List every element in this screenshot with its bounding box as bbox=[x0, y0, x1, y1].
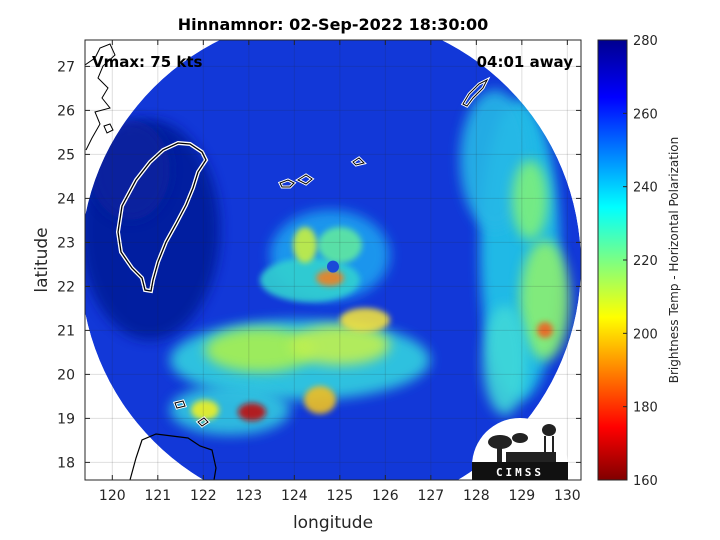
y-tick-label: 18 bbox=[57, 455, 75, 471]
colorbar-label: Brightness Temp - Horizontal Polarizatio… bbox=[667, 137, 681, 384]
taiwan-coastline-inner bbox=[117, 142, 207, 292]
cimss-logo: CIMSS bbox=[472, 418, 568, 480]
mainland-coastline bbox=[85, 43, 116, 151]
colorbar-gradient bbox=[597, 39, 628, 481]
logo-dish-stand-1 bbox=[497, 446, 502, 462]
logo-water-tower bbox=[542, 424, 556, 436]
island-miyako-inner bbox=[352, 157, 365, 166]
x-tick-label: 126 bbox=[372, 488, 399, 504]
logo-satellite-dish-2 bbox=[512, 433, 528, 443]
luzon-coastline bbox=[129, 433, 217, 480]
rainband-blob bbox=[304, 386, 336, 414]
x-tick-label: 120 bbox=[99, 488, 126, 504]
time-away-annotation: 04:01 away bbox=[477, 53, 574, 71]
island-babuyan-inner bbox=[197, 417, 209, 427]
rainband-blob bbox=[318, 227, 362, 263]
y-tick-label: 22 bbox=[57, 279, 75, 295]
y-tick-label: 26 bbox=[57, 103, 75, 119]
chart-title: Hinnamnor: 02-Sep-2022 18:30:00 bbox=[178, 15, 488, 34]
vmax-annotation: Vmax: 75 kts bbox=[92, 53, 202, 71]
rainband-blob bbox=[260, 258, 360, 302]
rainband-features bbox=[85, 90, 570, 463]
x-tick-label: 123 bbox=[235, 488, 262, 504]
x-tick-label: 130 bbox=[554, 488, 581, 504]
y-tick-label: 19 bbox=[57, 411, 75, 427]
y-axis-title: latitude bbox=[32, 227, 52, 292]
x-tick-label: 128 bbox=[463, 488, 490, 504]
x-axis-title: longitude bbox=[293, 513, 373, 533]
rainband-blob bbox=[340, 308, 390, 332]
y-tick-label: 20 bbox=[57, 367, 75, 383]
y-tick-label: 25 bbox=[57, 147, 75, 163]
island-yaeyama-2-inner bbox=[296, 174, 313, 185]
y-tick-label: 23 bbox=[57, 235, 75, 251]
rainband-blob bbox=[483, 305, 527, 415]
logo-tower-leg-1 bbox=[544, 436, 546, 462]
y-axis-ticks: 18 19 20 21 22 23 24 25 26 27 bbox=[57, 59, 581, 471]
colorbar-ticks: 280 260 240 220 200 180 160 bbox=[623, 34, 658, 489]
logo-band bbox=[472, 462, 568, 480]
colorbar-tick-label: 240 bbox=[633, 181, 658, 196]
rainband-blob bbox=[512, 160, 548, 240]
y-tick-label: 24 bbox=[57, 191, 75, 207]
colorbar-tick-label: 200 bbox=[633, 327, 658, 342]
rainband-blob bbox=[170, 385, 290, 435]
logo-building bbox=[506, 452, 556, 462]
storm-eye bbox=[327, 260, 339, 273]
rainband-blob bbox=[191, 400, 219, 420]
logo-text: CIMSS bbox=[496, 466, 544, 479]
island-batanes-inner bbox=[174, 400, 186, 409]
x-tick-label: 125 bbox=[326, 488, 353, 504]
island-okinawa-inner bbox=[462, 78, 489, 107]
rainband-blob bbox=[316, 270, 344, 286]
brightness-temperature-swath bbox=[85, 40, 581, 480]
colorbar: 280 260 240 220 200 180 160 Brightness Temp - … bbox=[597, 34, 681, 489]
y-tick-label: 27 bbox=[57, 59, 75, 75]
penghu-islands bbox=[103, 123, 114, 134]
colorbar-tick-label: 280 bbox=[633, 34, 658, 49]
logo-satellite-dish-1 bbox=[488, 435, 512, 449]
x-tick-label: 122 bbox=[190, 488, 217, 504]
x-tick-label: 129 bbox=[508, 488, 535, 504]
axes-frame bbox=[84, 39, 582, 481]
colorbar-tick-label: 260 bbox=[633, 107, 658, 122]
colorbar-tick-label: 160 bbox=[633, 474, 658, 489]
rainband-blob bbox=[537, 322, 553, 338]
colorbar-tick-label: 180 bbox=[633, 401, 658, 416]
grid-lines bbox=[85, 40, 581, 480]
rainband-blob bbox=[205, 328, 315, 372]
x-tick-label: 121 bbox=[144, 488, 171, 504]
x-tick-label: 124 bbox=[281, 488, 308, 504]
rainband-blob bbox=[293, 227, 317, 263]
logo-tower-leg-2 bbox=[552, 436, 554, 462]
rainband-blob bbox=[290, 325, 390, 365]
coastlines bbox=[85, 43, 491, 480]
y-tick-label: 21 bbox=[57, 323, 75, 339]
island-yaeyama-1-inner bbox=[279, 179, 295, 188]
rainband-blob bbox=[520, 240, 570, 360]
rainband-blob bbox=[238, 403, 266, 421]
colorbar-tick-label: 220 bbox=[633, 254, 658, 269]
x-tick-label: 127 bbox=[417, 488, 444, 504]
